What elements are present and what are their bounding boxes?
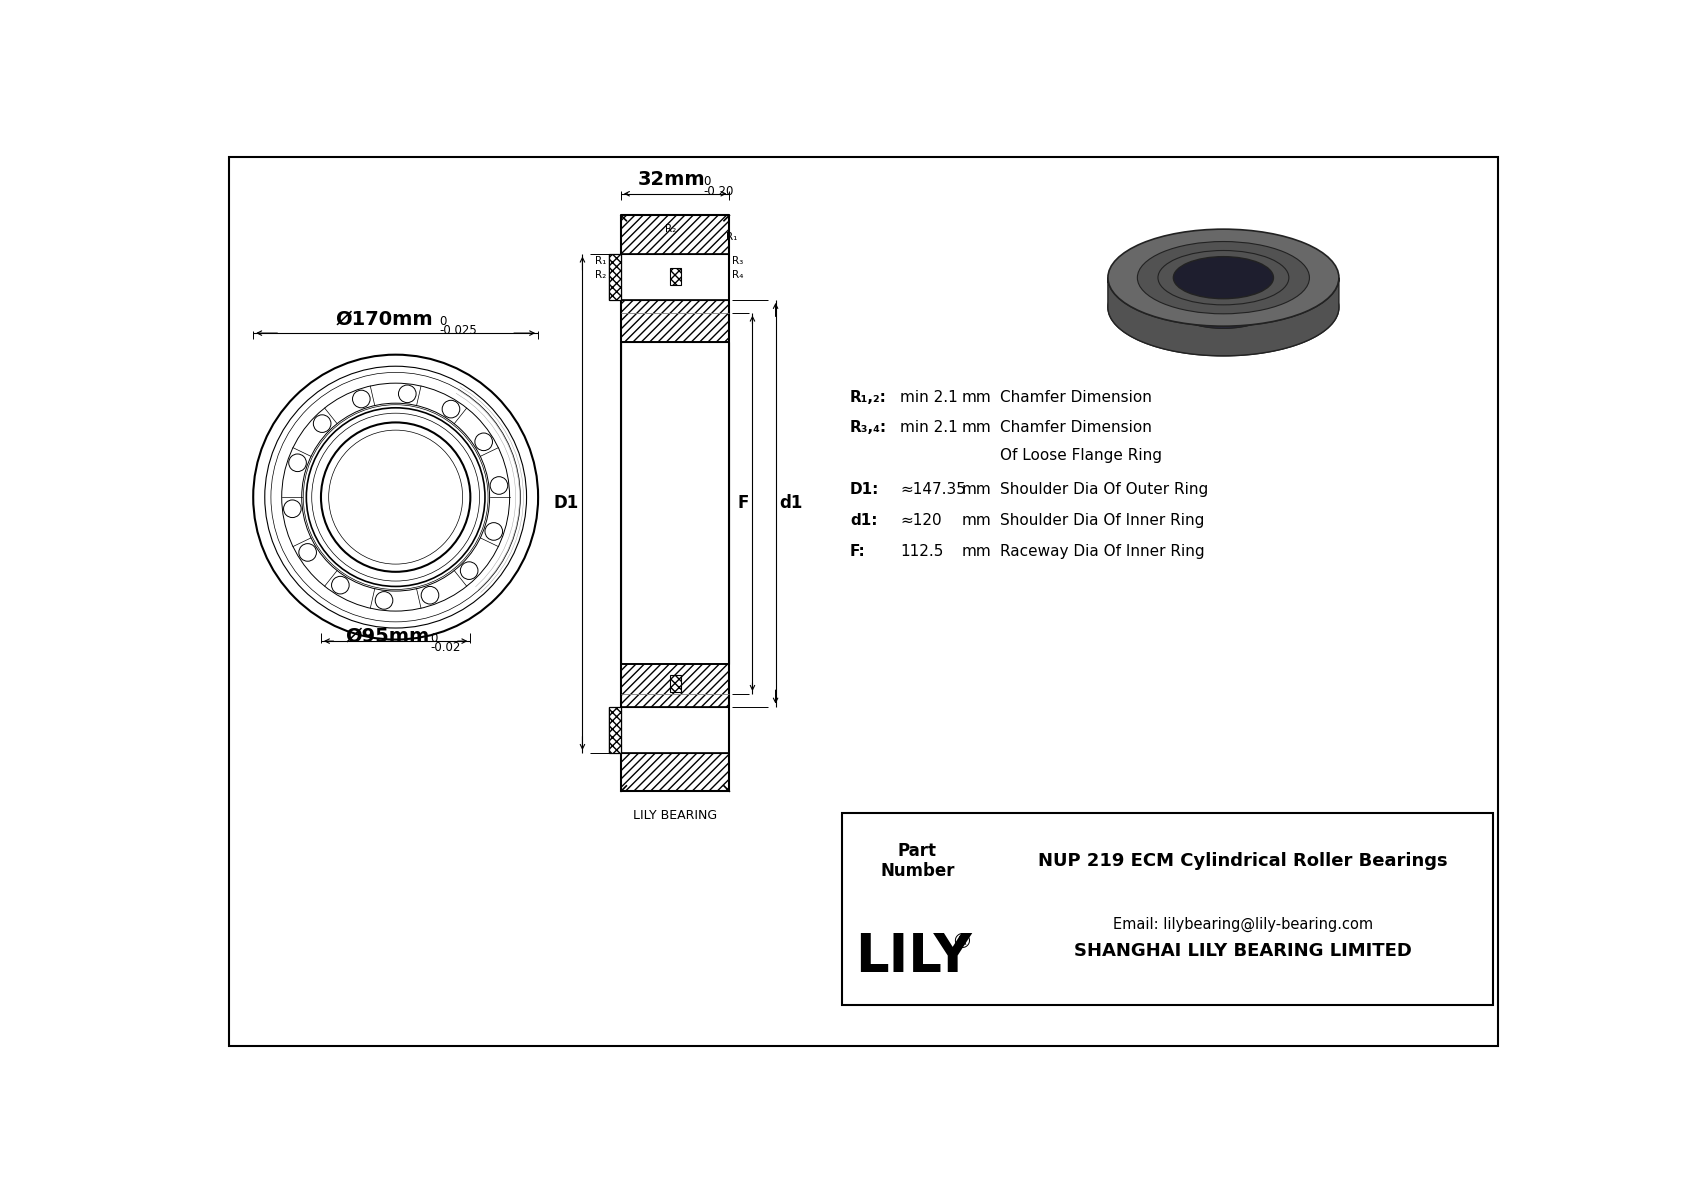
Text: R₂: R₂ [594,270,606,280]
Text: ≈147.35: ≈147.35 [899,482,967,497]
Circle shape [313,414,332,432]
Text: NUP 219 ECM Cylindrical Roller Bearings: NUP 219 ECM Cylindrical Roller Bearings [1037,852,1448,869]
Bar [670,675,680,692]
Text: 112.5: 112.5 [899,543,943,559]
Text: R₄: R₄ [733,270,744,280]
Bar [842,812,1494,1005]
Text: R₁,₂:: R₁,₂: [850,389,887,405]
Ellipse shape [1108,258,1339,356]
Bar [621,216,729,254]
Text: ®: ® [951,931,972,952]
Bar [610,706,621,753]
Text: R₁: R₁ [726,232,738,242]
Text: Shoulder Dia Of Outer Ring: Shoulder Dia Of Outer Ring [1000,482,1209,497]
Circle shape [475,434,492,450]
Text: mm: mm [962,482,992,497]
Text: R₃,₄:: R₃,₄: [850,420,887,436]
Text: LILY: LILY [855,931,972,984]
Text: Ø170mm: Ø170mm [335,310,433,329]
Text: F:: F: [850,543,866,559]
Ellipse shape [1137,242,1310,313]
Ellipse shape [1174,256,1273,299]
Bar [621,665,729,706]
Text: D1: D1 [554,494,579,512]
Bar [621,300,729,342]
Text: Shoulder Dia Of Inner Ring: Shoulder Dia Of Inner Ring [1000,512,1204,528]
Circle shape [443,400,460,418]
Polygon shape [1108,278,1339,356]
Text: Chamfer Dimension: Chamfer Dimension [1000,389,1152,405]
Text: SHANGHAI LILY BEARING LIMITED: SHANGHAI LILY BEARING LIMITED [1074,942,1411,960]
Circle shape [332,576,349,594]
Circle shape [399,385,416,403]
Text: ≈120: ≈120 [899,512,941,528]
Polygon shape [1174,278,1273,329]
Circle shape [460,562,478,580]
Text: D1:: D1: [850,482,879,497]
Bar [621,342,729,665]
Text: LILY BEARING: LILY BEARING [633,810,717,823]
Text: 0: 0 [440,314,446,328]
Circle shape [352,391,370,407]
Ellipse shape [1108,229,1339,326]
Text: Chamfer Dimension: Chamfer Dimension [1000,420,1152,436]
Circle shape [485,523,502,541]
Text: d1: d1 [780,494,803,512]
Bar [610,254,621,300]
Text: -0.20: -0.20 [704,185,734,198]
Text: -0.02: -0.02 [431,641,461,654]
Text: mm: mm [962,512,992,528]
Text: R₃: R₃ [733,256,744,267]
Text: d1:: d1: [850,512,877,528]
Ellipse shape [1174,286,1273,329]
Text: Part
Number: Part Number [881,842,955,880]
Text: mm: mm [962,543,992,559]
Text: mm: mm [962,420,992,436]
Text: 0: 0 [431,632,438,646]
Text: -0.025: -0.025 [440,324,477,337]
Text: R₂: R₂ [665,224,677,235]
Circle shape [298,543,317,561]
Text: F: F [738,494,749,512]
Text: mm: mm [962,389,992,405]
Circle shape [283,500,301,518]
Circle shape [376,592,392,610]
Text: Raceway Dia Of Inner Ring: Raceway Dia Of Inner Ring [1000,543,1204,559]
Bar [621,254,729,300]
Text: Ø95mm: Ø95mm [345,626,429,646]
Text: R₁: R₁ [594,256,606,267]
Circle shape [421,586,440,604]
Text: min 2.1: min 2.1 [899,389,958,405]
Text: Of Loose Flange Ring: Of Loose Flange Ring [1000,448,1162,463]
Circle shape [490,476,509,494]
Circle shape [288,454,306,472]
Bar [621,753,729,791]
Text: 0: 0 [704,175,711,188]
Text: min 2.1: min 2.1 [899,420,958,436]
Bar [670,268,680,286]
Text: Email: lilybearing@lily-bearing.com: Email: lilybearing@lily-bearing.com [1113,917,1372,933]
Text: 32mm: 32mm [638,170,706,189]
